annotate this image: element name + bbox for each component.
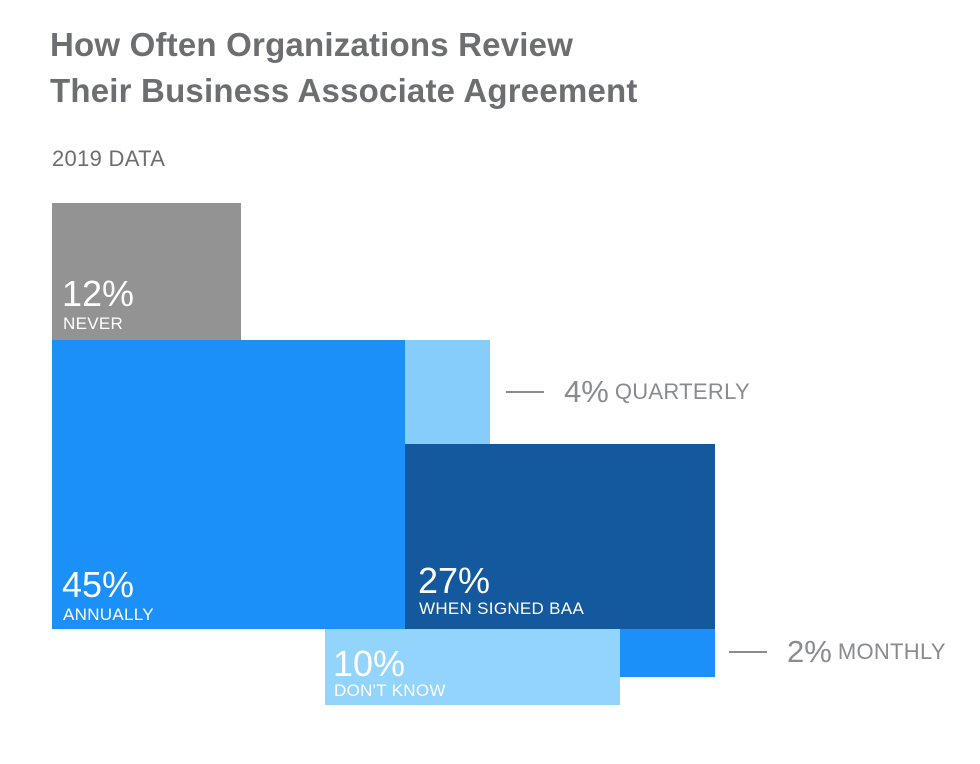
- segment-never: [52, 203, 241, 340]
- quarterly-callout: 4% QUARTERLY: [506, 374, 750, 410]
- chart-subtitle: 2019 DATA: [52, 146, 166, 171]
- quarterly-percent: 4%: [564, 374, 609, 409]
- chart-title: How Often Organizations Review Their Bus…: [50, 22, 638, 114]
- monthly-label: MONTHLY: [837, 639, 946, 664]
- chart-title-line-1: How Often Organizations Review: [50, 26, 574, 63]
- when-signed-baa-label: WHEN SIGNED BAA: [419, 599, 585, 618]
- segment-annually: [52, 340, 405, 629]
- segment-monthly: [620, 629, 715, 677]
- when-signed-baa-percent: 27%: [418, 560, 491, 601]
- never-label: NEVER: [63, 314, 124, 333]
- segment-quarterly: [405, 340, 490, 444]
- segment-when-signed-baa: [405, 444, 715, 629]
- quarterly-leader-line: [506, 391, 544, 393]
- annually-percent: 45%: [62, 564, 135, 605]
- monthly-callout: 2% MONTHLY: [729, 634, 946, 670]
- segment-dont-know: [325, 629, 620, 705]
- annually-label: ANNUALLY: [63, 605, 154, 624]
- quarterly-label: QUARTERLY: [614, 379, 750, 404]
- monthly-leader-line: [729, 651, 767, 653]
- chart-title-line-2: Their Business Associate Agreement: [50, 72, 638, 109]
- dont-know-percent: 10%: [333, 643, 406, 684]
- monthly-percent: 2%: [787, 634, 832, 669]
- never-percent: 12%: [62, 273, 135, 314]
- dont-know-label: DON'T KNOW: [334, 681, 446, 700]
